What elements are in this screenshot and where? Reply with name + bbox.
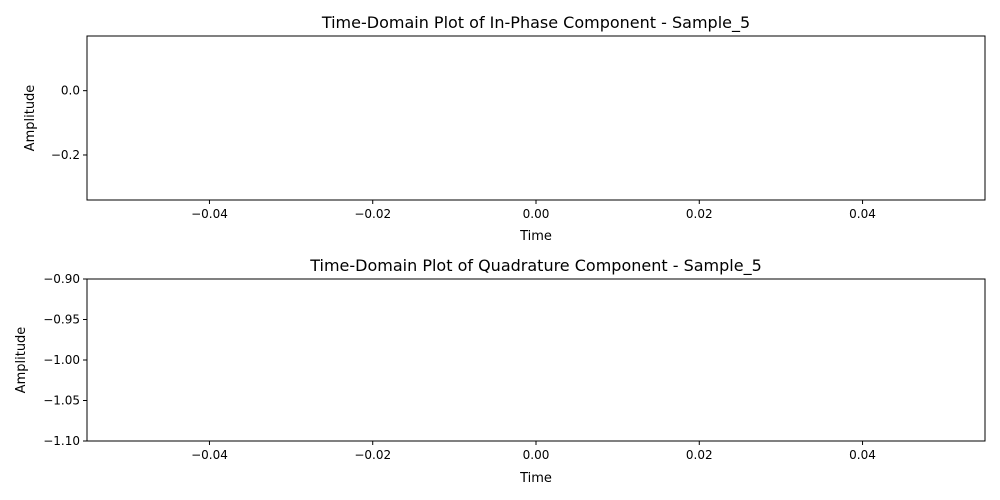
y-tick-label: −0.95	[43, 313, 80, 327]
x-tick-label: 0.04	[849, 207, 876, 221]
y-tick-label: −1.10	[43, 434, 80, 448]
y-axis-label: Amplitude	[23, 85, 38, 152]
chart-title: Time-Domain Plot of In-Phase Component -…	[321, 13, 750, 33]
y-tick-label: −0.90	[43, 272, 80, 286]
x-tick-label: 0.00	[523, 207, 550, 221]
x-tick-label: −0.02	[354, 207, 391, 221]
x-axis-label: Time	[519, 229, 552, 244]
subplot-2: Time-Domain Plot of Quadrature Component…	[14, 256, 986, 486]
x-tick-label: 0.04	[849, 448, 876, 462]
y-axis-label: Amplitude	[14, 327, 29, 394]
x-axis-label: Time	[519, 471, 552, 486]
x-tick-label: 0.02	[686, 207, 713, 221]
x-tick-label: −0.04	[191, 448, 228, 462]
x-tick-label: 0.02	[686, 448, 713, 462]
x-tick-label: 0.00	[523, 448, 550, 462]
y-tick-label: −0.2	[51, 148, 80, 162]
x-tick-label: −0.04	[191, 207, 228, 221]
y-tick-label: −1.05	[43, 394, 80, 408]
chart-title: Time-Domain Plot of Quadrature Component…	[309, 256, 762, 276]
y-tick-label: 0.0	[61, 84, 80, 98]
plot-area	[86, 35, 986, 201]
subplot-1: Time-Domain Plot of In-Phase Component -…	[23, 13, 986, 244]
plot-area	[86, 278, 986, 442]
x-tick-label: −0.02	[354, 448, 391, 462]
y-tick-label: −1.00	[43, 353, 80, 367]
